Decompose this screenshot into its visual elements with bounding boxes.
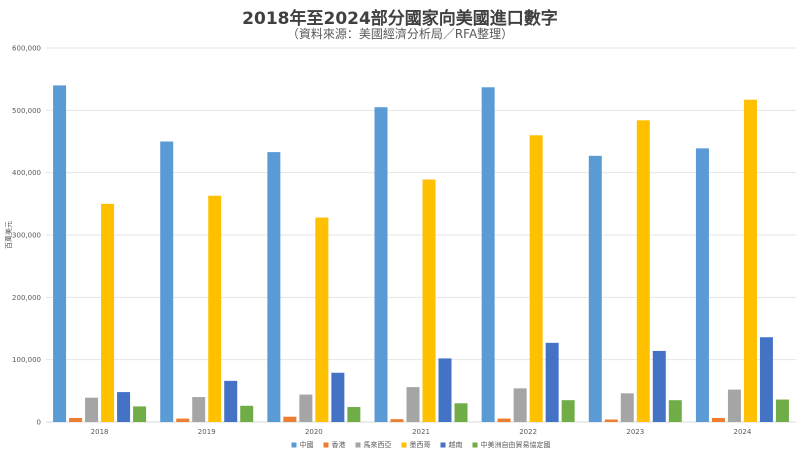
bar-0-0	[53, 85, 67, 423]
bar-1-1	[176, 418, 190, 422]
y-tick-label: 400,000	[12, 169, 41, 177]
bar-5-2	[620, 393, 634, 422]
legend-swatch-2	[355, 442, 361, 448]
legend-label-3: 墨西哥	[410, 441, 431, 449]
x-tick-label: 2019	[198, 428, 216, 436]
bar-6-5	[775, 399, 789, 422]
legend-label-1: 香港	[332, 440, 346, 449]
y-axis-label: 百萬美元	[4, 221, 13, 249]
bar-3-5	[454, 403, 468, 422]
chart-title: 2018年至2024部分國家向美國進口數字	[242, 9, 558, 29]
legend: 中國 香港 馬來西亞 墨西哥 越南 中美洲自由貿易協定國	[291, 440, 551, 449]
bar-2-3	[315, 217, 329, 422]
x-tick-label: 2021	[412, 428, 430, 436]
bar-6-3	[743, 99, 757, 422]
bar-0-1	[69, 417, 83, 422]
bar-4-1	[497, 418, 511, 422]
bar-3-4	[438, 358, 452, 422]
y-tick-label: 200,000	[12, 294, 41, 302]
y-tick-label: 100,000	[12, 356, 41, 364]
bar-2-1	[283, 416, 297, 422]
legend-swatch-4	[440, 442, 446, 448]
x-tick-label: 2024	[734, 428, 752, 436]
bar-3-1	[390, 419, 404, 422]
bar-1-4	[224, 380, 238, 422]
bar-4-0	[481, 87, 495, 423]
x-tick-label: 2023	[626, 428, 644, 436]
bar-4-5	[561, 400, 575, 422]
x-tick-label: 2022	[519, 428, 537, 436]
bar-6-1	[711, 417, 725, 422]
legend-label-4: 越南	[449, 440, 463, 449]
chart-subtitle: （資料來源：美國經濟分析局／RFA整理）	[286, 27, 514, 41]
bar-0-5	[133, 406, 147, 422]
bar-5-0	[588, 155, 602, 422]
bar-0-4	[117, 392, 131, 422]
bar-4-4	[545, 342, 559, 422]
y-tick-label: 600,000	[12, 45, 41, 53]
bar-5-5	[668, 400, 682, 422]
bars-layer	[53, 85, 789, 423]
bar-2-2	[299, 394, 313, 422]
bar-3-2	[406, 387, 420, 422]
bar-3-3	[422, 179, 436, 422]
bar-0-2	[85, 397, 99, 422]
bar-2-4	[331, 372, 345, 422]
legend-swatch-3	[401, 442, 407, 448]
legend-swatch-0	[291, 442, 297, 448]
y-tick-label: 0	[37, 419, 41, 427]
bar-2-0	[267, 152, 281, 422]
bar-4-2	[513, 388, 527, 422]
bar-6-2	[727, 389, 741, 422]
grid-layer	[46, 47, 796, 423]
bar-5-1	[604, 419, 618, 422]
bar-6-4	[759, 337, 773, 422]
axis-layer: 0 100,000 200,000 300,000 400,000 500,000 600,…	[4, 45, 752, 437]
bar-5-4	[652, 350, 666, 422]
bar-1-0	[160, 141, 174, 422]
bar-5-3	[636, 120, 650, 422]
y-tick-label: 500,000	[12, 107, 41, 115]
bar-6-0	[695, 148, 709, 422]
bar-4-3	[529, 135, 543, 422]
bar-1-2	[192, 397, 206, 422]
legend-label-5: 中美洲自由貿易協定國	[481, 440, 551, 449]
x-tick-label: 2018	[91, 428, 109, 436]
x-tick-label: 2020	[305, 428, 323, 436]
bar-1-3	[208, 195, 222, 422]
bar-0-3	[101, 203, 115, 422]
legend-swatch-1	[323, 442, 329, 448]
y-tick-label: 300,000	[12, 232, 41, 240]
legend-label-2: 馬來西亞	[364, 441, 392, 449]
bar-3-0	[374, 107, 388, 422]
legend-swatch-5	[472, 442, 478, 448]
bar-1-5	[240, 405, 254, 422]
legend-label-0: 中國	[300, 440, 314, 449]
bar-2-5	[347, 407, 361, 422]
